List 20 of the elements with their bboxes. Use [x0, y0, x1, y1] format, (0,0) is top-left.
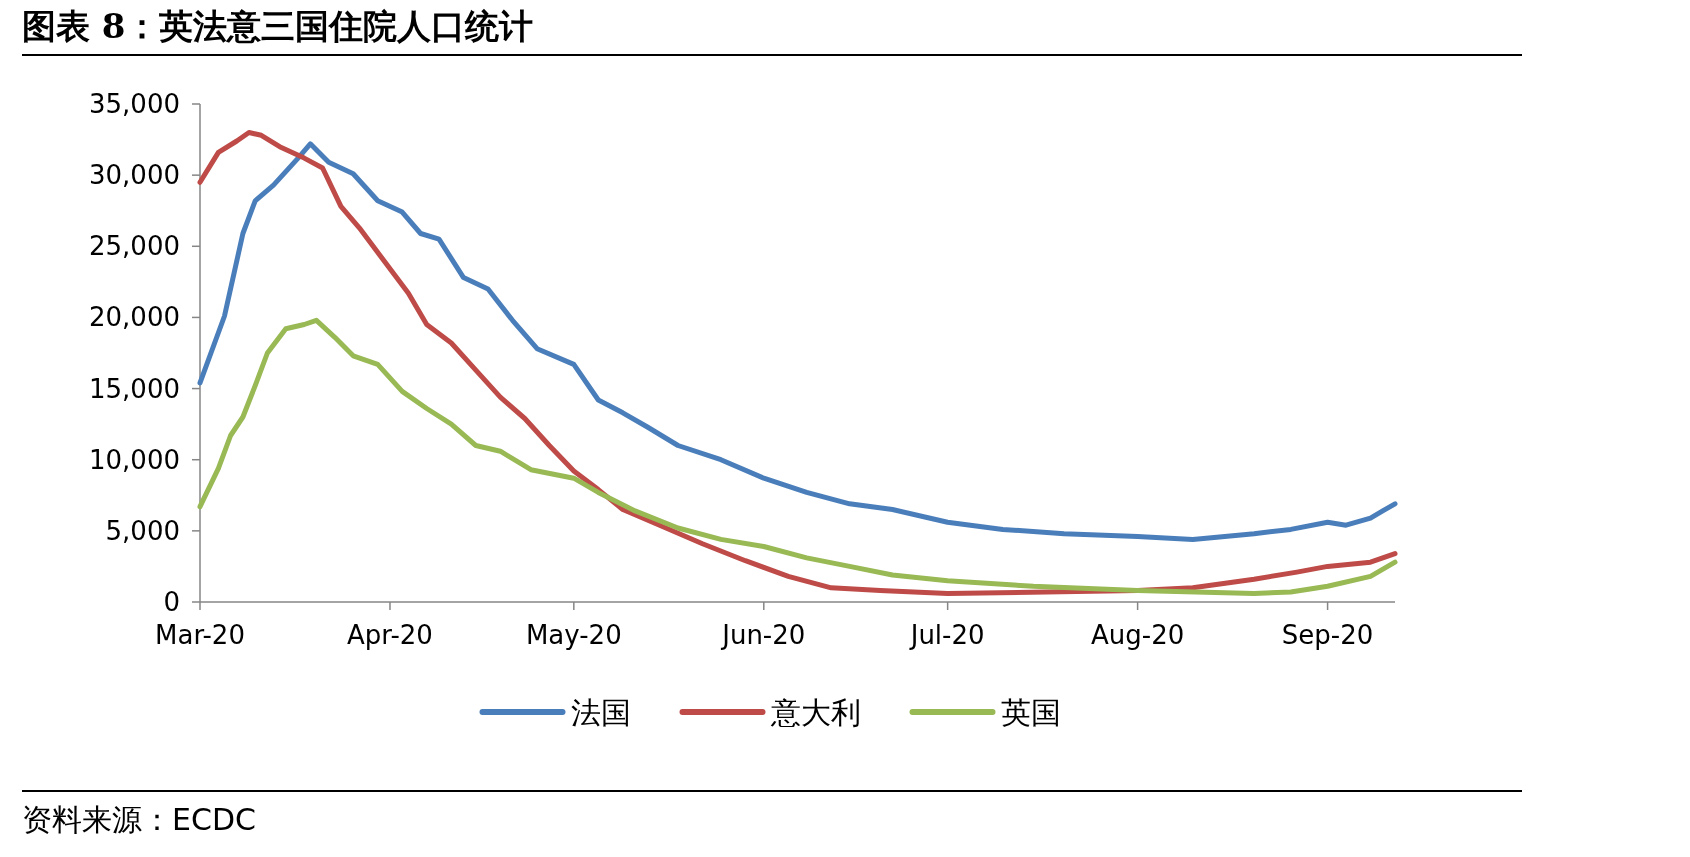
y-tick-label: 20,000	[89, 302, 180, 333]
x-tick-label: Jul-20	[908, 620, 985, 650]
y-tick-label: 5,000	[105, 515, 180, 546]
x-tick-label: May-20	[525, 620, 622, 650]
y-tick-label: 15,000	[89, 373, 180, 404]
x-tick-label: Aug-20	[1091, 620, 1185, 650]
text: 资料来源：ECDC	[22, 790, 1522, 841]
x-tick-label: Mar-20	[155, 620, 245, 650]
x-tick-label: Jun-20	[720, 620, 806, 650]
x-tick-label: Sep-20	[1281, 620, 1374, 650]
legend-label: 意大利	[769, 695, 861, 730]
y-tick-label: 25,000	[89, 231, 180, 262]
y-tick-label: 0	[163, 587, 180, 617]
legend-label: 法国	[570, 695, 631, 730]
chart-title: 图表 8：英法意三国住院人口统计	[22, 4, 1522, 56]
y-tick-label: 10,000	[89, 444, 180, 475]
x-tick-label: Apr-20	[347, 620, 433, 650]
legend-label: 英国	[1000, 695, 1061, 730]
y-tick-label: 30,000	[89, 160, 180, 191]
y-tick-label: 35,000	[89, 89, 180, 119]
